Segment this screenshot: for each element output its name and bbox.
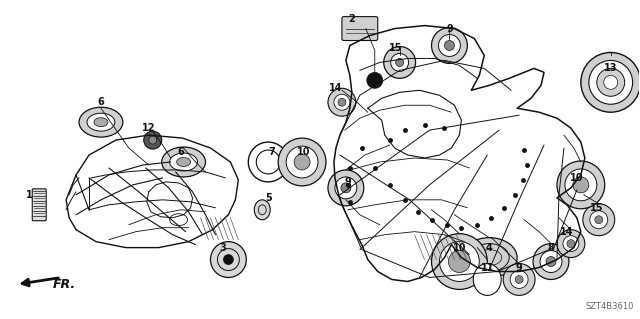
Text: 6: 6 [177, 147, 184, 157]
Circle shape [286, 146, 318, 178]
Circle shape [396, 58, 404, 66]
Circle shape [223, 255, 234, 264]
Circle shape [596, 68, 625, 96]
Text: 6: 6 [97, 97, 104, 107]
Circle shape [431, 27, 467, 63]
Ellipse shape [254, 200, 270, 220]
Circle shape [573, 177, 589, 193]
Ellipse shape [177, 158, 191, 167]
Text: 3: 3 [219, 243, 226, 253]
Text: 12: 12 [142, 123, 156, 133]
Ellipse shape [162, 147, 205, 177]
Circle shape [595, 216, 603, 224]
Ellipse shape [461, 238, 517, 278]
Circle shape [431, 234, 487, 289]
Circle shape [565, 169, 596, 201]
Circle shape [338, 98, 346, 106]
Text: 1: 1 [26, 190, 33, 200]
Text: 9: 9 [446, 24, 453, 33]
Text: 14: 14 [329, 83, 342, 93]
Circle shape [144, 131, 162, 149]
Text: 15: 15 [590, 203, 604, 213]
FancyBboxPatch shape [32, 189, 46, 221]
Circle shape [390, 54, 408, 71]
Circle shape [334, 94, 350, 110]
Ellipse shape [170, 153, 198, 171]
Text: FR.: FR. [53, 278, 76, 291]
Circle shape [515, 276, 523, 284]
Text: 10: 10 [570, 173, 584, 183]
Circle shape [278, 138, 326, 186]
Circle shape [438, 34, 460, 56]
Circle shape [533, 244, 569, 279]
Text: 10: 10 [452, 243, 466, 253]
Circle shape [557, 161, 605, 209]
Circle shape [589, 60, 632, 104]
Circle shape [440, 241, 479, 281]
Circle shape [510, 271, 528, 288]
Circle shape [557, 230, 585, 257]
Text: 8: 8 [548, 243, 554, 253]
Text: 15: 15 [389, 43, 403, 54]
Circle shape [503, 263, 535, 295]
Circle shape [563, 236, 579, 252]
Text: 7: 7 [269, 147, 276, 157]
Circle shape [540, 251, 562, 272]
Circle shape [590, 211, 608, 229]
Circle shape [583, 204, 614, 236]
Text: 2: 2 [349, 14, 355, 24]
Circle shape [341, 183, 351, 193]
Circle shape [148, 136, 157, 144]
Ellipse shape [79, 107, 123, 137]
Circle shape [449, 251, 470, 272]
Circle shape [567, 240, 575, 248]
Text: SZT4B3610: SZT4B3610 [585, 302, 634, 311]
Circle shape [211, 241, 246, 278]
Text: 9: 9 [516, 263, 522, 272]
Text: 4: 4 [486, 243, 493, 253]
Ellipse shape [94, 118, 108, 127]
Circle shape [328, 88, 356, 116]
Circle shape [384, 47, 415, 78]
Text: 9: 9 [344, 177, 351, 187]
Ellipse shape [87, 113, 115, 131]
Text: 10: 10 [298, 147, 311, 157]
Ellipse shape [474, 263, 501, 295]
Circle shape [581, 52, 640, 112]
Circle shape [335, 177, 357, 199]
Circle shape [546, 256, 556, 267]
Text: 14: 14 [560, 227, 573, 237]
Text: 11: 11 [481, 263, 494, 272]
Circle shape [444, 41, 454, 50]
Circle shape [328, 170, 364, 206]
Circle shape [367, 72, 383, 88]
Text: 5: 5 [265, 193, 271, 203]
Circle shape [604, 75, 618, 89]
FancyBboxPatch shape [342, 17, 378, 41]
Circle shape [294, 154, 310, 170]
Text: 13: 13 [604, 63, 618, 73]
